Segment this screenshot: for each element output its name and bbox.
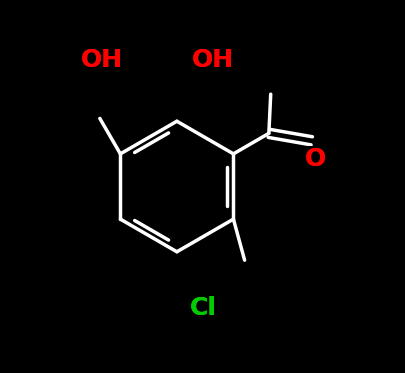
Text: O: O [303,147,325,170]
FancyBboxPatch shape [188,295,217,320]
Text: OH: OH [191,48,233,72]
FancyBboxPatch shape [304,147,324,171]
Text: Cl: Cl [189,296,216,320]
FancyBboxPatch shape [83,47,121,72]
Text: O: O [303,147,325,170]
Text: OH: OH [81,48,123,72]
FancyBboxPatch shape [193,47,230,72]
Text: Cl: Cl [189,296,216,320]
Text: OH: OH [191,48,233,72]
Text: OH: OH [81,48,123,72]
